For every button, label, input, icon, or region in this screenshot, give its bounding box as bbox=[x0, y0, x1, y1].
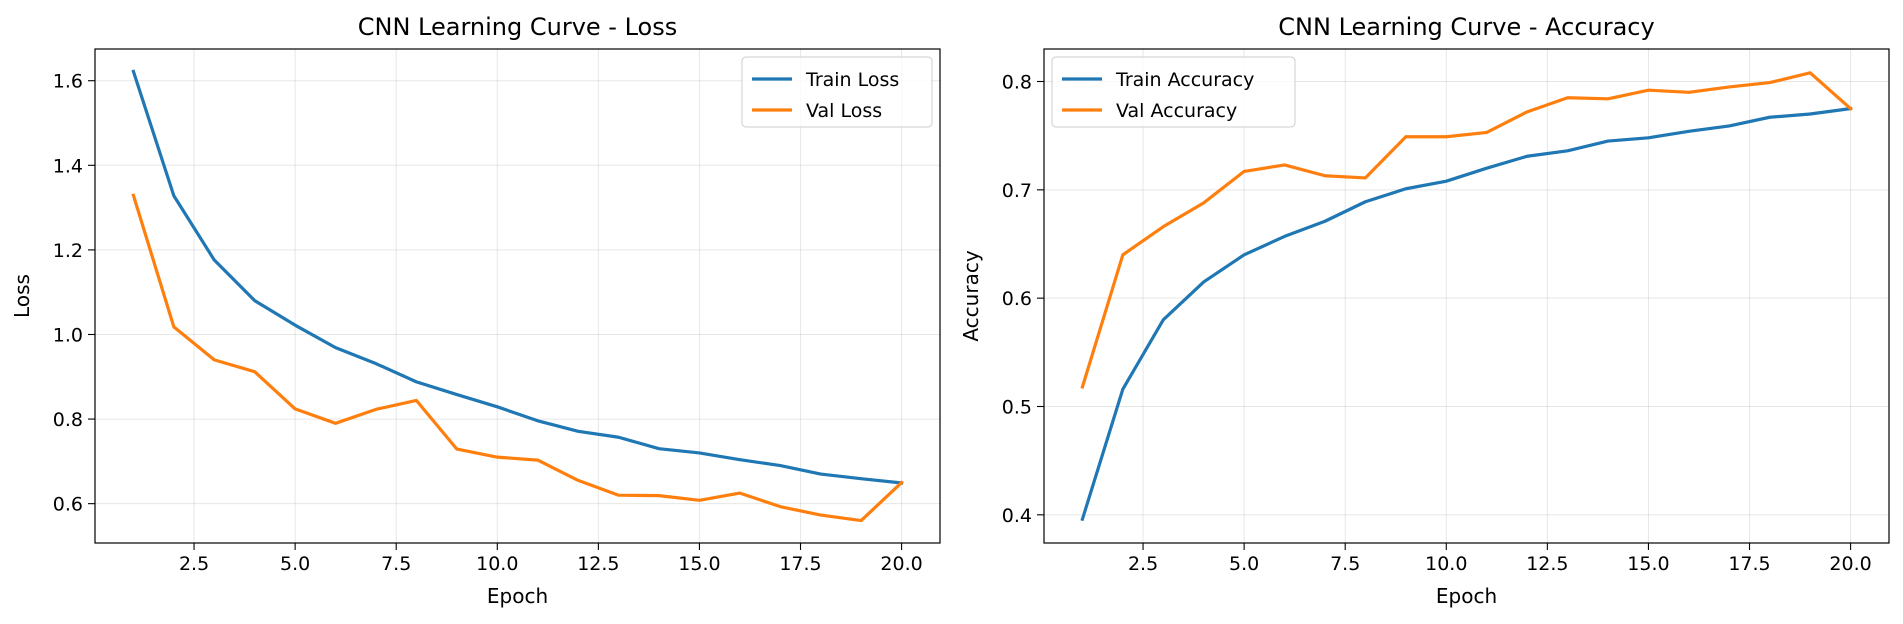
accuracy-series-line-train bbox=[1080, 106, 1853, 522]
accuracy-y-tick-label: 0.6 bbox=[1002, 288, 1032, 310]
loss-x-tick-label: 20.0 bbox=[880, 553, 922, 575]
accuracy-x-tick-label: 17.5 bbox=[1728, 553, 1770, 575]
accuracy-legend-label-val: Val Accuracy bbox=[1116, 100, 1237, 122]
accuracy-series-line-val bbox=[1080, 71, 1853, 389]
accuracy-x-tick-label: 15.0 bbox=[1627, 553, 1669, 575]
loss-legend: Train Loss Val Loss bbox=[741, 56, 933, 128]
loss-series-line-train bbox=[131, 69, 904, 485]
loss-axes-frame bbox=[94, 48, 941, 544]
accuracy-y-tick-label: 0.7 bbox=[1002, 180, 1032, 202]
loss-y-tick-label: 1.2 bbox=[53, 240, 83, 262]
loss-chart-title: CNN Learning Curve - Loss bbox=[358, 13, 677, 41]
loss-x-tick-label: 5.0 bbox=[280, 553, 310, 575]
accuracy-legend: Train Accuracy Val Accuracy bbox=[1051, 56, 1296, 128]
accuracy-x-tick-label: 7.5 bbox=[1330, 553, 1360, 575]
loss-y-tick-label: 1.4 bbox=[53, 155, 83, 177]
accuracy-y-tick-label: 0.8 bbox=[1002, 72, 1032, 94]
loss-panel: 2.5 5.0 7.5 10.0 12.5 15.0 17.5 20.0 0.6 0.8 1.0 1.… bbox=[10, 13, 941, 608]
accuracy-x-tick-label: 10.0 bbox=[1425, 553, 1467, 575]
loss-x-tick-label: 10.0 bbox=[476, 553, 518, 575]
loss-y-tick-label: 1.6 bbox=[53, 71, 83, 93]
loss-x-tick-label: 2.5 bbox=[179, 553, 209, 575]
accuracy-x-axis-label: Epoch bbox=[1436, 584, 1497, 608]
loss-x-axis-label: Epoch bbox=[487, 584, 548, 608]
accuracy-x-tick-label: 20.0 bbox=[1829, 553, 1871, 575]
loss-y-tick-label: 1.0 bbox=[53, 324, 83, 346]
accuracy-chart-title: CNN Learning Curve - Accuracy bbox=[1278, 13, 1654, 41]
loss-x-tick-label: 7.5 bbox=[381, 553, 411, 575]
loss-x-tick-label: 17.5 bbox=[779, 553, 821, 575]
accuracy-panel: 2.5 5.0 7.5 10.0 12.5 15.0 17.5 20.0 0.4 0.5 0.6 0.… bbox=[959, 13, 1890, 608]
loss-y-tick-label: 0.8 bbox=[53, 409, 83, 431]
accuracy-x-tick-label: 5.0 bbox=[1229, 553, 1259, 575]
accuracy-x-tick-label: 12.5 bbox=[1526, 553, 1568, 575]
accuracy-x-tick-label: 2.5 bbox=[1128, 553, 1158, 575]
accuracy-y-tick-label: 0.4 bbox=[1002, 505, 1032, 527]
accuracy-axes-frame bbox=[1043, 48, 1890, 544]
accuracy-y-axis-label: Accuracy bbox=[959, 250, 983, 341]
loss-y-axis-label: Loss bbox=[10, 274, 34, 318]
loss-legend-label-train: Train Loss bbox=[805, 69, 899, 91]
loss-series-line-val bbox=[131, 193, 904, 523]
accuracy-legend-box bbox=[1051, 56, 1296, 128]
loss-legend-label-val: Val Loss bbox=[806, 100, 882, 122]
loss-y-tick-label: 0.6 bbox=[53, 494, 83, 516]
accuracy-y-tick-label: 0.5 bbox=[1002, 397, 1032, 419]
loss-x-tick-label: 12.5 bbox=[577, 553, 619, 575]
accuracy-legend-label-train: Train Accuracy bbox=[1115, 69, 1254, 91]
loss-x-tick-label: 15.0 bbox=[678, 553, 720, 575]
